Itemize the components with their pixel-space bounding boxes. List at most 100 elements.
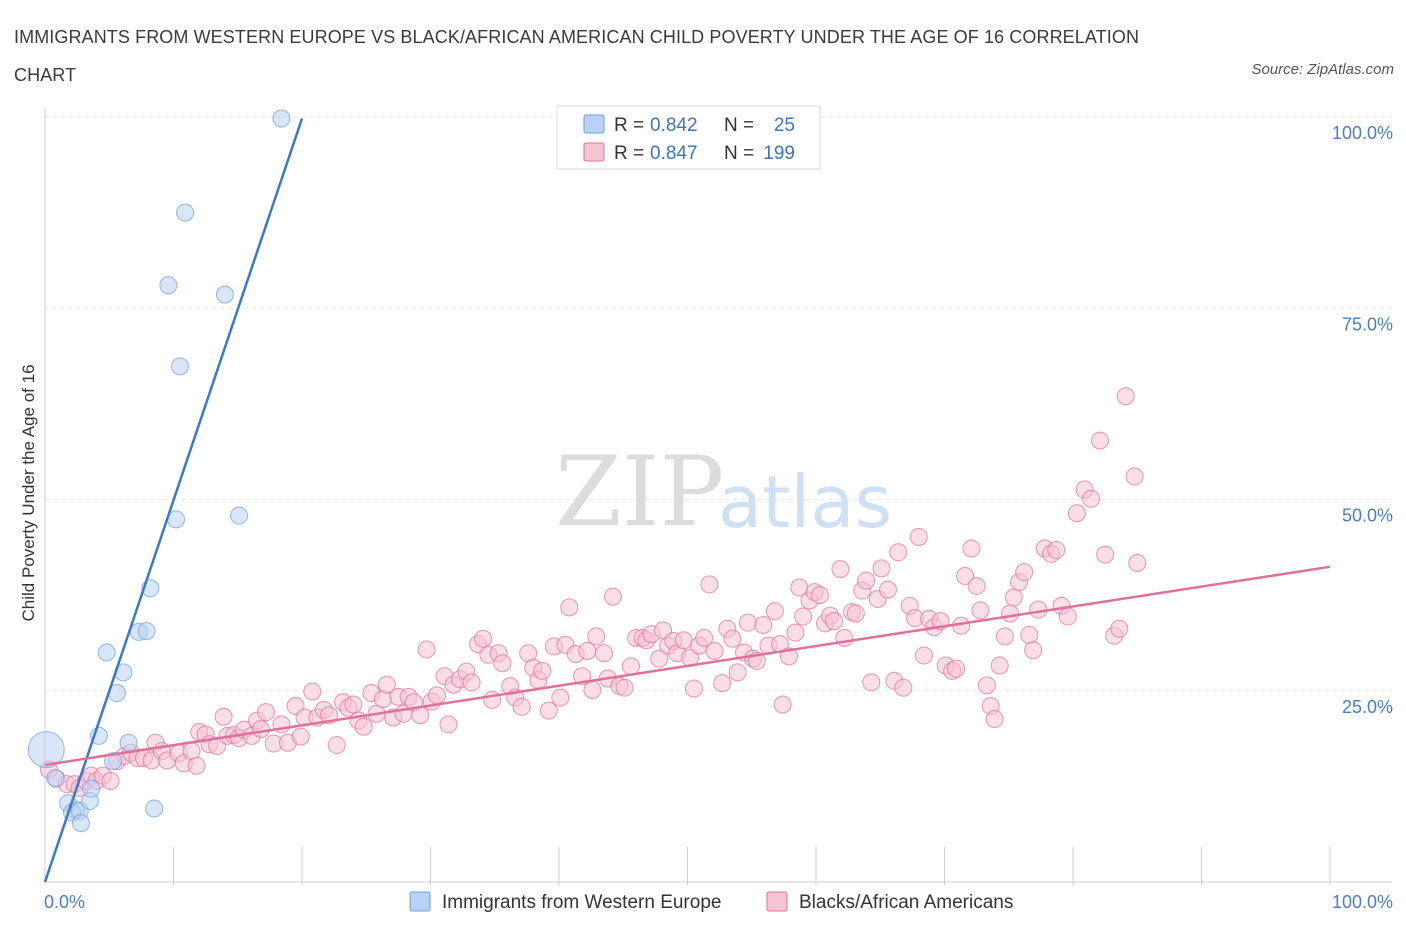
blue-point-11 <box>104 752 123 771</box>
pink-point-161 <box>947 659 966 678</box>
pink-point-166 <box>971 601 990 620</box>
pink-point-111 <box>684 679 703 698</box>
blue-point-19 <box>159 276 178 295</box>
bottom-legend-swatch-pink <box>766 891 788 912</box>
bottom-legend-label-pink: Blacks/African Americans <box>799 892 1013 913</box>
legend-box: R = 0.842 N = 25 R = 0.847 N = 199 <box>556 105 821 170</box>
bottom-legend-swatch-blue <box>409 891 431 912</box>
pink-point-187 <box>1090 431 1109 450</box>
legend-r-label-1: R = <box>614 115 644 136</box>
pink-point-184 <box>1067 504 1086 523</box>
y-axis-label: Child Poverty Under the Age of 16 <box>19 364 38 621</box>
y-tick-label-50: 50.0% <box>1342 506 1393 526</box>
pink-point-175 <box>1015 563 1034 582</box>
legend-r-label-2: R = <box>614 143 644 164</box>
pink-point-150 <box>889 543 908 562</box>
blue-point-18 <box>145 799 164 818</box>
pink-point-142 <box>846 604 865 623</box>
pink-point-151 <box>894 678 913 697</box>
pink-point-86 <box>551 688 570 707</box>
pink-point-40 <box>291 727 310 746</box>
pink-point-114 <box>700 575 719 594</box>
blue-point-23 <box>215 285 234 304</box>
pink-point-163 <box>956 567 975 585</box>
x-tick-label-min: 0.0% <box>44 892 85 912</box>
pink-point-94 <box>594 644 613 663</box>
pink-point-165 <box>967 576 986 595</box>
gridlines <box>45 116 1392 692</box>
pink-point-76 <box>493 654 512 673</box>
blue-point-24 <box>230 506 249 525</box>
pink-point-155 <box>914 646 933 665</box>
y-tick-label-100: 100.0% <box>1332 123 1393 143</box>
pink-point-66 <box>439 715 458 734</box>
pink-point-119 <box>728 663 747 682</box>
bottom-legend-label-blue: Immigrants from Western Europe <box>442 892 721 913</box>
bottom-legend: Immigrants from Western Europe Blacks/Af… <box>409 891 1013 913</box>
pink-point-164 <box>962 539 981 558</box>
pink-point-70 <box>462 673 481 692</box>
legend-r-value-2: 0.847 <box>650 143 698 164</box>
pink-point-169 <box>985 710 1004 729</box>
pink-point-172 <box>1001 604 1020 623</box>
pink-point-148 <box>878 580 897 599</box>
pink-point-190 <box>1110 619 1129 638</box>
pink-point-186 <box>1081 489 1100 508</box>
pink-point-83 <box>533 661 552 680</box>
legend-swatch-pink <box>583 142 605 162</box>
legend-swatch-blue <box>583 114 605 134</box>
pink-point-64 <box>427 686 446 705</box>
pink-point-139 <box>831 560 850 579</box>
trend-line-pink <box>44 565 1331 767</box>
pink-point-132 <box>794 607 813 626</box>
legend-r-value-1: 0.842 <box>650 115 698 136</box>
pink-point-22 <box>187 756 206 775</box>
pink-point-167 <box>977 676 996 695</box>
y-tick-label-75: 75.0% <box>1342 314 1393 334</box>
trend-lines <box>43 118 1331 883</box>
pink-point-140 <box>835 628 854 647</box>
blue-point-22 <box>176 203 195 222</box>
pink-point-51 <box>354 717 373 736</box>
pink-point-138 <box>824 612 843 631</box>
pink-point-104 <box>650 649 669 668</box>
pink-point-84 <box>539 701 558 720</box>
legend-n-value-1: 25 <box>774 115 795 136</box>
pink-point-93 <box>587 627 606 646</box>
pink-point-177 <box>1024 641 1043 660</box>
blue-point-6 <box>71 814 90 833</box>
pink-point-46 <box>327 736 346 755</box>
y-tick-labels: 25.0% 50.0% 75.0% 100.0% <box>1332 123 1393 717</box>
pink-point-99 <box>621 657 640 676</box>
pink-point-115 <box>705 641 724 660</box>
blue-point-0 <box>27 731 65 769</box>
pink-point-34 <box>251 720 270 738</box>
blue-point-8 <box>82 779 101 798</box>
series-blacks-african-americans <box>39 387 1147 797</box>
pink-point-183 <box>1058 607 1077 626</box>
pink-point-181 <box>1047 540 1066 559</box>
pink-point-170 <box>990 656 1009 675</box>
legend-n-label-2: N = <box>724 143 754 164</box>
pink-point-109 <box>674 631 693 650</box>
x-tick-label-max: 100.0% <box>1332 892 1393 912</box>
pink-point-88 <box>560 598 579 617</box>
pink-point-42 <box>303 682 322 701</box>
pink-point-116 <box>713 674 732 693</box>
pink-point-118 <box>723 629 742 648</box>
chart-title: IMMIGRANTS FROM WESTERN EUROPE VS BLACK/… <box>14 27 1140 85</box>
pink-point-191 <box>1116 387 1135 406</box>
watermark-atlas: atlas <box>718 460 892 544</box>
pink-point-130 <box>786 623 805 642</box>
pink-point-128 <box>773 695 792 714</box>
pink-point-193 <box>1128 553 1147 572</box>
y-tick-label-25: 25.0% <box>1342 697 1393 717</box>
blue-point-16 <box>137 622 156 641</box>
pink-point-62 <box>417 640 436 659</box>
pink-point-98 <box>615 678 634 697</box>
pink-point-144 <box>857 571 876 590</box>
pink-point-145 <box>862 673 881 692</box>
pink-point-96 <box>603 587 622 606</box>
legend-n-label-1: N = <box>724 115 754 136</box>
